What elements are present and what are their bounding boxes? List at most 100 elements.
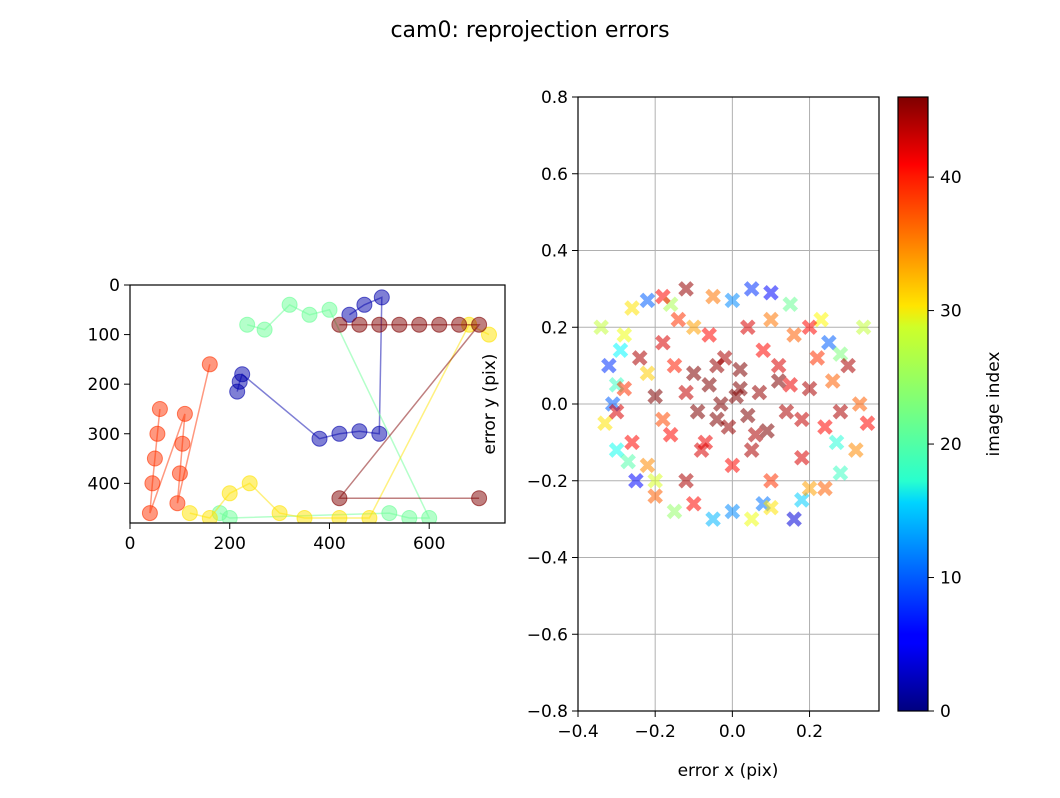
right-error-point-25 <box>724 503 741 520</box>
left-point-1-4 <box>321 301 338 318</box>
right-error-point-82 <box>794 411 810 428</box>
left-point-3-6 <box>174 435 191 452</box>
right-error-point-47 <box>701 327 717 343</box>
left-x-axis: 0 200 400 600 <box>125 523 445 554</box>
right-error-point-76 <box>770 357 787 374</box>
right-error-point-74 <box>759 423 775 439</box>
right-error-point-19 <box>832 465 849 481</box>
left-point-2-2 <box>221 485 238 502</box>
right-error-point-63 <box>824 373 841 389</box>
left-y-tick-label-2: 200 <box>88 375 120 395</box>
left-x-tick-label-0: 0 <box>125 534 136 554</box>
right-error-point-43 <box>670 311 687 328</box>
right-error-point-44 <box>678 472 694 489</box>
left-point-0-6 <box>371 425 388 442</box>
right-x-tick-label-1: −0.2 <box>635 722 676 742</box>
right-error-point-61 <box>809 350 826 366</box>
right-error-point-58 <box>786 327 802 343</box>
left-point-1-2 <box>281 296 298 313</box>
right-error-point-8 <box>724 292 741 309</box>
right-error-point-69 <box>720 419 737 435</box>
right-y-tick-label-7: 0.6 <box>541 165 568 185</box>
left-point-0-2 <box>234 366 251 383</box>
right-error-point-84 <box>763 311 779 328</box>
right-error-point-65 <box>713 396 729 412</box>
left-y-tick-label-0: 0 <box>109 276 120 296</box>
right-error-point-21 <box>794 492 810 508</box>
right-error-point-66 <box>728 388 744 405</box>
left-point-0-9 <box>341 306 358 323</box>
left-point-2-1 <box>201 510 218 523</box>
figure-title: cam0: reprojection errors <box>390 18 669 43</box>
left-point-4-9 <box>471 490 488 507</box>
right-error-point-36 <box>616 380 633 397</box>
right-error-point-41 <box>655 334 671 351</box>
left-x-tick-label-2: 400 <box>313 534 345 554</box>
right-error-point-62 <box>817 419 833 435</box>
right-error-point-50 <box>724 457 741 474</box>
left-point-2-3 <box>241 475 258 492</box>
left-point-3-2 <box>146 450 163 467</box>
left-plot: 0 200 400 600 0 100 200 300 400 <box>88 276 506 554</box>
right-error-point-91 <box>612 342 629 359</box>
right-error-point-53 <box>747 426 764 443</box>
left-plot-background <box>130 285 505 523</box>
right-y-tick-label-8: 0.8 <box>541 88 568 108</box>
left-point-4-1 <box>351 316 368 333</box>
right-error-point-2 <box>616 327 633 343</box>
left-point-4-6 <box>451 316 468 333</box>
right-error-point-75 <box>678 384 694 401</box>
right-x-tick-label-0: −0.4 <box>557 722 598 742</box>
left-point-4-2 <box>371 316 388 333</box>
left-point-4-8 <box>331 490 348 507</box>
left-point-2-5 <box>296 510 313 523</box>
left-y-tick-label-3: 300 <box>88 425 120 445</box>
right-error-point-88 <box>801 480 818 497</box>
left-point-3-3 <box>144 475 161 492</box>
left-point-2-9 <box>481 326 497 343</box>
right-error-point-81 <box>655 411 671 428</box>
left-point-1-5 <box>421 510 438 523</box>
right-error-point-4 <box>639 292 656 309</box>
left-point-1-7 <box>381 505 398 522</box>
colorbar-frame <box>897 96 929 712</box>
right-error-point-52 <box>740 319 756 336</box>
right-error-point-7 <box>705 288 721 305</box>
right-error-point-57 <box>778 403 795 420</box>
right-error-point-67 <box>701 377 717 393</box>
left-x-tick-label-1: 200 <box>214 534 246 554</box>
left-point-0-5 <box>351 423 368 440</box>
left-point-3-9 <box>201 356 218 373</box>
right-error-point-9 <box>743 281 760 297</box>
right-x-axis-label: error x (pix) <box>678 761 779 781</box>
right-error-point-10 <box>763 284 779 301</box>
right-error-point-1 <box>608 377 625 393</box>
right-y-axis: −0.8 −0.6 −0.4 −0.2 0.0 0.2 0.4 0.6 0.8 <box>527 88 578 722</box>
left-point-4-4 <box>411 316 428 333</box>
colorbar-tick-label-2: 20 <box>940 435 962 455</box>
right-error-point-59 <box>794 449 810 466</box>
right-error-point-70 <box>751 384 768 401</box>
left-point-4-7 <box>471 316 488 333</box>
right-error-point-27 <box>686 496 702 512</box>
right-error-point-83 <box>686 319 702 336</box>
right-plot: −0.4 −0.2 0.0 0.2 −0.8 −0.6 −0.4 −0.2 0.0 0.2 0.4… <box>480 88 880 781</box>
right-error-point-24 <box>743 511 760 527</box>
right-error-point-39 <box>639 457 656 474</box>
right-error-point-79 <box>666 357 683 374</box>
left-point-2-0 <box>181 505 198 522</box>
left-point-2-6 <box>331 510 348 523</box>
right-error-point-18 <box>848 442 864 458</box>
left-point-0-4 <box>331 425 348 442</box>
right-error-point-17 <box>855 319 872 336</box>
right-error-point-3 <box>624 300 640 316</box>
right-error-point-38 <box>631 350 648 366</box>
left-series-line-2 <box>189 323 490 519</box>
right-x-axis: −0.4 −0.2 0.0 0.2 <box>557 711 823 742</box>
left-point-3-5 <box>176 405 193 422</box>
right-error-point-37 <box>624 434 640 451</box>
right-error-point-54 <box>755 342 771 359</box>
right-y-tick-label-0: −0.8 <box>527 702 568 722</box>
left-point-3-7 <box>171 465 188 482</box>
right-error-point-13 <box>821 334 837 351</box>
